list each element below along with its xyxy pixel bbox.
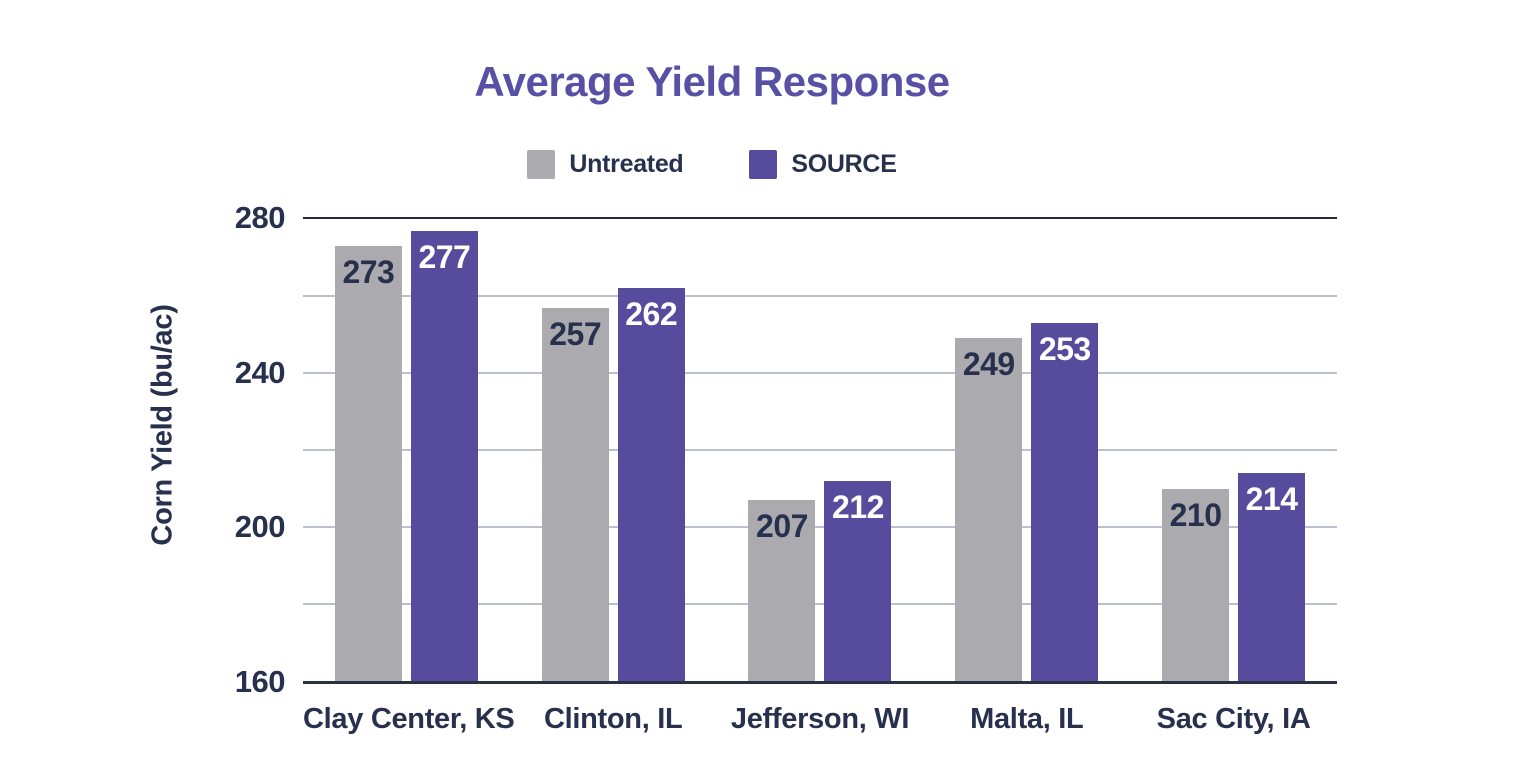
x-label-sac-city-ia: Sac City, IA [1156,703,1311,735]
x-label-malta-il: Malta, IL [970,703,1084,735]
gridline-180 [303,603,1337,605]
bar-value-label: 257 [549,315,602,352]
bar-untreated: 210 [1162,488,1230,681]
legend-item-source: SOURCE [749,150,897,179]
y-axis-title: Corn Yield (bu/ac) [146,304,179,546]
legend-swatch-icon [527,150,556,179]
bar-source: 212 [824,480,892,681]
bar-group-malta-il: 249 253 [923,219,1130,681]
chart-title: Average Yield Response [474,58,950,105]
bar-untreated: 273 [334,245,402,681]
bar-group-jefferson-wi: 207 212 [717,219,924,681]
bar-source: 253 [1031,322,1099,681]
bar-source: 262 [617,288,685,681]
bar-untreated: 257 [541,307,609,681]
bar-value-label: 210 [1169,496,1222,533]
x-label-jefferson-wi: Jefferson, WI [730,703,910,735]
bar-value-label: 207 [756,508,808,545]
bar-group-sac-city-ia: 210 214 [1130,219,1337,681]
legend: Untreated SOURCE [0,150,1424,179]
legend-item-untreated: Untreated [527,150,684,179]
legend-label: SOURCE [791,150,897,178]
legend-swatch-icon [749,150,778,179]
x-label-clinton-il: Clinton, IL [543,703,683,735]
gridline-200 [303,526,1337,528]
x-label-clay-center-ks: Clay Center, KS [303,703,515,735]
bar-value-label: 214 [1245,481,1298,518]
bar-value-label: 212 [832,488,884,525]
bar-value-label: 277 [418,238,471,275]
gridline-220 [303,449,1337,451]
y-tick-240: 240 [234,354,286,390]
bar-untreated: 207 [748,500,816,681]
bar-group-clinton-il: 257 262 [510,219,717,681]
bar-value-label: 262 [625,296,678,333]
gridline-240 [303,372,1337,374]
bar-value-label: 253 [1038,330,1091,367]
y-tick-160: 160 [234,664,286,699]
bar-group-clay-center-ks: 273 277 [303,219,510,681]
bar-value-label: 249 [962,346,1015,383]
bar-value-label: 273 [342,253,395,290]
legend-label: Untreated [569,150,684,178]
bar-untreated: 249 [955,338,1023,681]
plot-area: 273 277 257 262 207 212 249 253 210 214 [303,217,1337,684]
y-tick-280: 280 [234,200,286,235]
gridline-260 [303,295,1337,297]
y-tick-200: 200 [234,509,286,545]
bar-source: 277 [410,230,478,681]
bar-source: 214 [1238,473,1306,681]
